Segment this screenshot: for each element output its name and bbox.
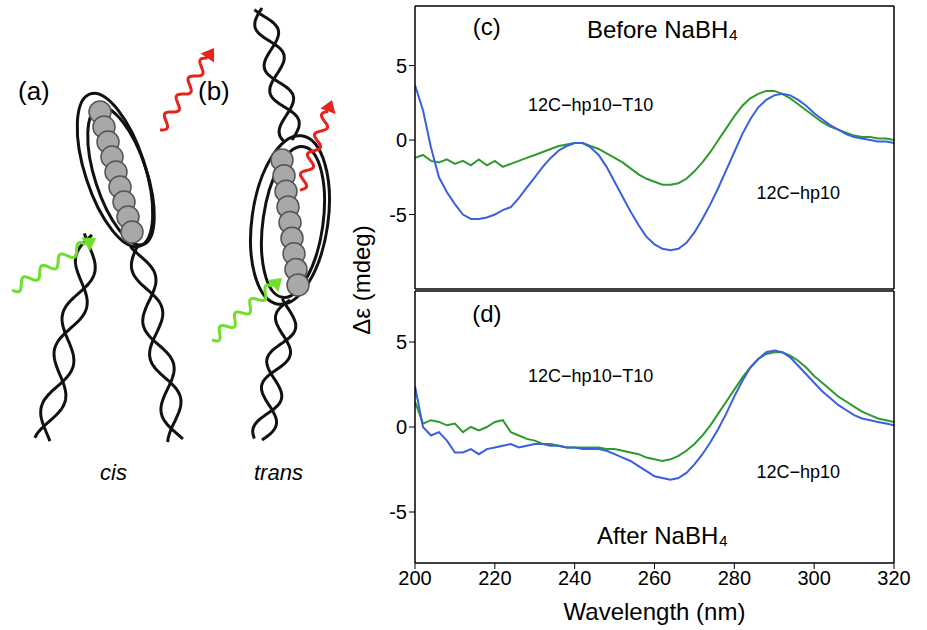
- svg-text:200: 200: [398, 567, 431, 589]
- svg-text:-5: -5: [389, 501, 407, 523]
- svg-text:12C−hp10−T10: 12C−hp10−T10: [528, 95, 653, 115]
- svg-text:300: 300: [797, 567, 830, 589]
- svg-text:0: 0: [396, 416, 407, 438]
- svg-text:12C−hp10: 12C−hp10: [756, 462, 840, 482]
- svg-text:(a): (a): [18, 76, 50, 106]
- svg-text:After NaBH₄: After NaBH₄: [597, 522, 728, 549]
- svg-text:12C−hp10−T10: 12C−hp10−T10: [528, 366, 653, 386]
- svg-text:0: 0: [396, 129, 407, 151]
- svg-text:220: 220: [478, 567, 511, 589]
- svg-text:Before NaBH₄: Before NaBH₄: [587, 16, 738, 43]
- svg-text:Wavelength (nm): Wavelength (nm): [564, 598, 746, 625]
- svg-text:trans: trans: [254, 460, 303, 485]
- svg-text:260: 260: [638, 567, 671, 589]
- svg-text:cis: cis: [100, 460, 127, 485]
- svg-text:240: 240: [558, 567, 591, 589]
- svg-text:(b): (b): [198, 76, 230, 106]
- svg-text:(d): (d): [472, 300, 501, 327]
- svg-text:280: 280: [718, 567, 751, 589]
- svg-text:(c): (c): [473, 13, 501, 40]
- svg-text:12C−hp10: 12C−hp10: [756, 183, 840, 203]
- svg-text:Δε (mdeg): Δε (mdeg): [348, 225, 375, 334]
- svg-text:5: 5: [396, 331, 407, 353]
- svg-text:320: 320: [877, 567, 910, 589]
- svg-text:5: 5: [396, 55, 407, 77]
- svg-text:-5: -5: [389, 204, 407, 226]
